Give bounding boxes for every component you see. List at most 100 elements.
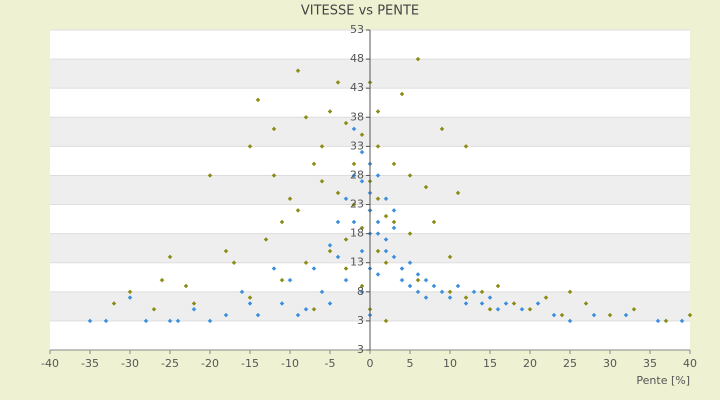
- x-tick-label: -35: [81, 357, 99, 370]
- point: [287, 196, 293, 202]
- x-tick-label: -25: [161, 357, 179, 370]
- point: [439, 126, 445, 132]
- point: [279, 277, 285, 283]
- point: [207, 318, 213, 324]
- point: [631, 306, 637, 312]
- point: [503, 301, 509, 306]
- point: [415, 56, 421, 62]
- point: [159, 277, 165, 283]
- point: [399, 91, 405, 97]
- y-tick-label: 28: [350, 168, 364, 181]
- point: [407, 231, 413, 236]
- point: [423, 295, 429, 300]
- point: [375, 196, 381, 202]
- point: [407, 173, 413, 178]
- point: [423, 184, 429, 190]
- y-tick-label: 53: [350, 23, 364, 36]
- point: [415, 272, 421, 277]
- point: [271, 266, 277, 271]
- x-tick-label: 25: [563, 357, 577, 370]
- point: [375, 231, 381, 236]
- point: [479, 289, 485, 295]
- point: [223, 248, 229, 254]
- point: [463, 144, 469, 149]
- point: [247, 144, 253, 149]
- point: [415, 277, 421, 283]
- point: [343, 237, 349, 242]
- point: [207, 173, 213, 178]
- point: [327, 248, 333, 254]
- point: [567, 318, 573, 324]
- point: [495, 306, 501, 312]
- point: [247, 295, 253, 300]
- point: [303, 306, 309, 312]
- point: [375, 109, 381, 114]
- point: [359, 178, 365, 184]
- point: [351, 126, 357, 132]
- point: [383, 196, 389, 202]
- point: [495, 283, 501, 289]
- point: [431, 219, 437, 225]
- point: [111, 301, 117, 306]
- point: [151, 306, 157, 312]
- point: [463, 301, 469, 306]
- point: [319, 289, 325, 295]
- point: [391, 225, 397, 231]
- point: [295, 68, 301, 74]
- point: [359, 289, 365, 295]
- point: [391, 161, 397, 167]
- marks: [87, 56, 693, 324]
- point: [287, 277, 293, 283]
- point: [399, 277, 405, 283]
- x-tick-label: -5: [325, 357, 336, 370]
- point: [439, 289, 445, 295]
- point: [191, 301, 197, 306]
- point: [279, 219, 285, 225]
- point: [311, 266, 317, 271]
- point: [487, 295, 493, 300]
- point: [351, 202, 357, 207]
- point: [103, 318, 109, 324]
- y-tick-label: 33: [350, 139, 364, 152]
- point: [271, 126, 277, 132]
- point: [351, 173, 357, 178]
- point: [399, 266, 405, 271]
- point: [375, 173, 381, 178]
- y-tick-label: 48: [350, 52, 364, 65]
- point: [375, 272, 381, 277]
- point: [655, 318, 661, 324]
- y-tick-label: 18: [350, 227, 364, 240]
- point: [431, 283, 437, 289]
- point: [279, 301, 285, 306]
- point: [255, 312, 261, 318]
- point: [303, 114, 309, 120]
- point: [607, 312, 613, 318]
- point: [527, 306, 533, 312]
- point: [143, 318, 149, 324]
- x-tick-label: -40: [41, 357, 59, 370]
- point: [567, 289, 573, 295]
- point: [415, 289, 421, 295]
- x-tick-label: -15: [241, 357, 259, 370]
- x-tick-label: 40: [683, 357, 697, 370]
- y-tick-label: 3: [357, 343, 364, 356]
- point: [591, 312, 597, 318]
- y-tick-label: 23: [350, 198, 364, 211]
- point: [519, 306, 525, 312]
- point: [295, 208, 301, 213]
- x-tick-label: -10: [281, 357, 299, 370]
- point: [335, 80, 341, 85]
- point: [391, 208, 397, 213]
- point: [407, 260, 413, 266]
- x-tick-label: 30: [603, 357, 617, 370]
- point: [559, 312, 565, 318]
- point: [687, 312, 693, 318]
- point: [423, 277, 429, 283]
- point: [535, 301, 541, 306]
- point: [551, 312, 557, 318]
- point: [359, 149, 365, 155]
- point: [335, 190, 341, 196]
- point: [543, 295, 549, 300]
- point: [271, 173, 277, 178]
